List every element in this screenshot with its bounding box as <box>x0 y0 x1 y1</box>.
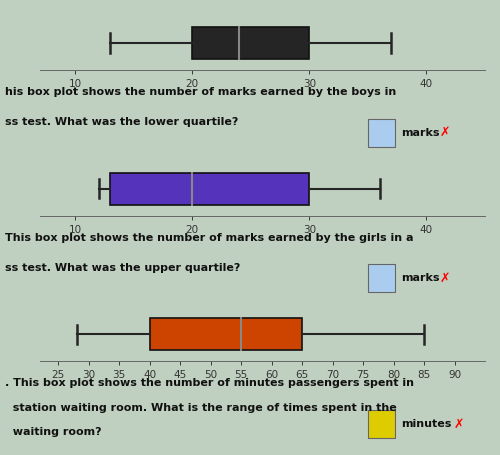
Bar <box>368 264 395 293</box>
Text: his box plot shows the number of marks earned by the boys in: his box plot shows the number of marks e… <box>5 87 396 97</box>
Bar <box>368 119 395 147</box>
Text: station waiting room. What is the range of times spent in the: station waiting room. What is the range … <box>5 403 397 413</box>
Text: . This box plot shows the number of minutes passengers spent in: . This box plot shows the number of minu… <box>5 378 414 388</box>
Text: marks: marks <box>401 128 440 138</box>
Text: This box plot shows the number of marks earned by the girls in a: This box plot shows the number of marks … <box>5 233 414 243</box>
Bar <box>150 318 302 350</box>
Text: ✗: ✗ <box>440 272 450 285</box>
Bar <box>192 27 310 59</box>
Text: ss test. What was the lower quartile?: ss test. What was the lower quartile? <box>5 117 238 127</box>
Bar <box>368 410 395 438</box>
Text: waiting room?: waiting room? <box>5 427 102 437</box>
Text: ss test. What was the upper quartile?: ss test. What was the upper quartile? <box>5 263 240 273</box>
Bar <box>110 172 310 205</box>
Text: ✗: ✗ <box>454 418 464 430</box>
Text: ✗: ✗ <box>440 126 450 139</box>
Text: minutes: minutes <box>401 419 452 429</box>
Text: marks: marks <box>401 273 440 283</box>
